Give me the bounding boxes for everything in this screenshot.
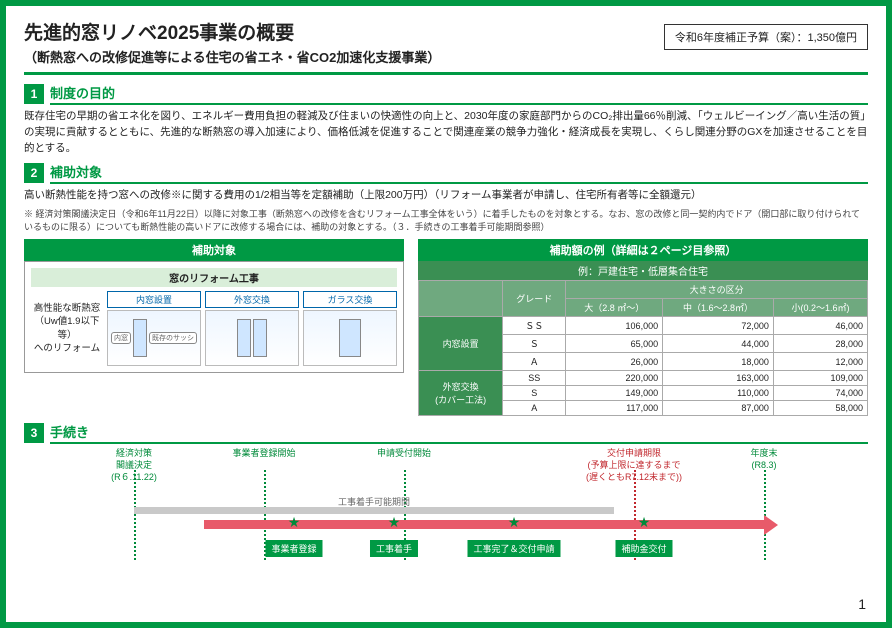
value-cell: 72,000 <box>663 317 774 335</box>
page-subtitle: （断熱窓への改修促進等による住宅の省エネ・省CO2加速化支援事業） <box>24 47 440 66</box>
two-column-row: 補助対象 窓のリフォーム工事 高性能な断熱窓（Uw値1.9以下等）へのリフォーム… <box>24 239 868 416</box>
value-cell: 18,000 <box>663 353 774 371</box>
timeline-label: 事業者登録開始 <box>232 448 295 460</box>
value-cell: 109,000 <box>773 371 867 386</box>
grade-cell: Ｓ <box>503 335 566 353</box>
timeline-vline <box>134 470 136 560</box>
amount-table: グレード大きさの区分大（2.8 ㎡〜）中（1.6〜2.8㎡）小(0.2〜1.6㎡… <box>418 280 868 416</box>
grade-cell: SS <box>503 371 566 386</box>
value-cell: 149,000 <box>566 386 663 401</box>
section-3-header: 3 手続き <box>24 422 868 444</box>
grade-cell: Ａ <box>503 353 566 371</box>
timeline-label: 申請受付開始 <box>377 448 431 460</box>
col-header: 中（1.6〜2.8㎡） <box>663 299 774 317</box>
window-label: ガラス交換 <box>303 291 397 308</box>
col-header: 小(0.2〜1.6㎡) <box>773 299 867 317</box>
value-cell: 28,000 <box>773 335 867 353</box>
timeline-label: 年度末(R8.3) <box>750 448 777 471</box>
header: 先進的窓リノベ2025事業の概要 （断熱窓への改修促進等による住宅の省エネ・省C… <box>24 18 868 66</box>
divider <box>24 72 868 75</box>
timeline-arrow-icon <box>764 515 778 535</box>
section-num: 3 <box>24 423 44 443</box>
window-figure-icon <box>205 310 299 366</box>
left-panel-body: 窓のリフォーム工事 高性能な断熱窓（Uw値1.9以下等）へのリフォーム 内窓設置… <box>24 261 404 373</box>
grade-cell: A <box>503 401 566 416</box>
value-cell: 110,000 <box>663 386 774 401</box>
col-header: 大（2.8 ㎡〜） <box>566 299 663 317</box>
col-header <box>419 281 503 317</box>
window-item-3: ガラス交換 <box>303 291 397 366</box>
star-icon: ★ <box>508 514 521 531</box>
timeline-tag: 補助金交付 <box>615 540 672 557</box>
table-row: 外窓交換(カバー工法)SS220,000163,000109,000 <box>419 371 868 386</box>
section-title: 補助対象 <box>50 162 868 184</box>
left-panel-header: 補助対象 <box>24 239 404 261</box>
timeline-tag: 工事着手 <box>370 540 418 557</box>
table-row: 内窓設置ＳＳ106,00072,00046,000 <box>419 317 868 335</box>
timeline-tag: 工事完了＆交付申請 <box>467 540 560 557</box>
col-header: 大きさの区分 <box>566 281 868 299</box>
section-1-header: 1 制度の目的 <box>24 83 868 105</box>
col-header: グレード <box>503 281 566 317</box>
badge: 既存のサッシ <box>149 332 197 344</box>
section-title: 手続き <box>50 422 868 444</box>
star-icon: ★ <box>288 514 301 531</box>
left-panel: 補助対象 窓のリフォーム工事 高性能な断熱窓（Uw値1.9以下等）へのリフォーム… <box>24 239 404 416</box>
value-cell: 220,000 <box>566 371 663 386</box>
value-cell: 26,000 <box>566 353 663 371</box>
window-item-1: 内窓設置 内窓 既存のサッシ <box>107 291 201 366</box>
right-panel-header: 補助額の例（詳細は２ページ目参照） <box>418 239 868 261</box>
section-2-note: ※ 経済対策閣議決定日（令和6年11月22日）以降に対象工事（断熱窓への改修を含… <box>24 208 868 233</box>
value-cell: 58,000 <box>773 401 867 416</box>
value-cell: 87,000 <box>663 401 774 416</box>
left-sub-header: 窓のリフォーム工事 <box>31 268 397 287</box>
amount-table-wrap: 例：戸建住宅・低層集合住宅 グレード大きさの区分大（2.8 ㎡〜）中（1.6〜2… <box>418 261 868 416</box>
star-icon: ★ <box>388 514 401 531</box>
right-panel: 補助額の例（詳細は２ページ目参照） 例：戸建住宅・低層集合住宅 グレード大きさの… <box>418 239 868 416</box>
star-icon: ★ <box>638 514 651 531</box>
timeline-gray-bar <box>134 507 614 514</box>
value-cell: 163,000 <box>663 371 774 386</box>
section-num: 1 <box>24 84 44 104</box>
reform-row: 高性能な断熱窓（Uw値1.9以下等）へのリフォーム 内窓設置 内窓 既存のサッシ… <box>31 291 397 366</box>
badge: 内窓 <box>111 332 131 344</box>
budget-box: 令和6年度補正予算（案）：1,350億円 <box>664 24 868 50</box>
window-figure-icon: 内窓 既存のサッシ <box>107 310 201 366</box>
grade-cell: ＳＳ <box>503 317 566 335</box>
section-1-body: 既存住宅の早期の省エネ化を図り、エネルギー費用負担の軽減及び住まいの快適性の向上… <box>24 109 868 156</box>
page-number: 1 <box>858 596 866 612</box>
value-cell: 106,000 <box>566 317 663 335</box>
title-block: 先進的窓リノベ2025事業の概要 （断熱窓への改修促進等による住宅の省エネ・省C… <box>24 18 440 66</box>
window-item-2: 外窓交換 <box>205 291 299 366</box>
section-title: 制度の目的 <box>50 83 868 105</box>
row-category: 外窓交換(カバー工法) <box>419 371 503 416</box>
timeline-tag: 事業者登録 <box>265 540 322 557</box>
section-2-header: 2 補助対象 <box>24 162 868 184</box>
grade-cell: S <box>503 386 566 401</box>
value-cell: 12,000 <box>773 353 867 371</box>
timeline: 経済対策閣議決定(R６.11.22)事業者登録開始申請受付開始交付申請期限(予算… <box>24 452 868 562</box>
table-title: 例：戸建住宅・低層集合住宅 <box>418 261 868 280</box>
section-2-body: 高い断熱性能を持つ窓への改修※に関する費用の1/2相当等を定額補助（上限200万… <box>24 188 868 204</box>
page-title: 先進的窓リノベ2025事業の概要 <box>24 18 440 45</box>
value-cell: 74,000 <box>773 386 867 401</box>
value-cell: 65,000 <box>566 335 663 353</box>
row-category: 内窓設置 <box>419 317 503 371</box>
window-desc: 高性能な断熱窓（Uw値1.9以下等）へのリフォーム <box>31 302 103 355</box>
window-figure-icon <box>303 310 397 366</box>
window-label: 外窓交換 <box>205 291 299 308</box>
value-cell: 117,000 <box>566 401 663 416</box>
section-num: 2 <box>24 163 44 183</box>
value-cell: 44,000 <box>663 335 774 353</box>
page-container: 先進的窓リノベ2025事業の概要 （断熱窓への改修促進等による住宅の省エネ・省C… <box>0 0 892 628</box>
value-cell: 46,000 <box>773 317 867 335</box>
window-label: 内窓設置 <box>107 291 201 308</box>
